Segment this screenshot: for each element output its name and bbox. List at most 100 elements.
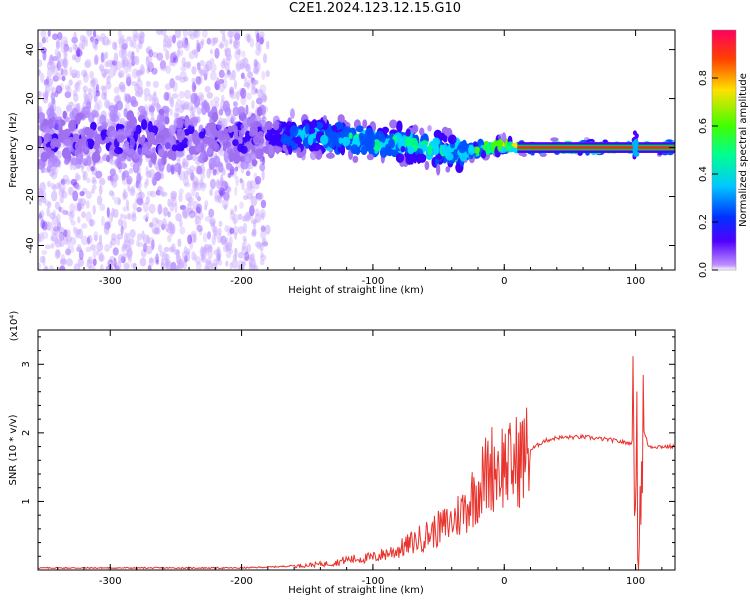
heatmap-noise-cell	[233, 231, 238, 240]
heatmap-cell	[222, 140, 232, 149]
heatmap-noise-cell	[44, 265, 49, 270]
heatmap-cell	[416, 153, 423, 162]
heatmap-noise-cell	[255, 48, 261, 56]
heatmap-noise-cell	[92, 30, 97, 38]
heatmap-cell	[74, 141, 83, 152]
heatmap-noise-cell	[237, 226, 245, 235]
heatmap-noise-cell	[72, 190, 79, 202]
heatmap-noise-cell	[222, 244, 229, 253]
heatmap-noise-cell	[100, 85, 106, 91]
heatmap-noise-cell	[164, 223, 170, 233]
heatmap-noise-cell	[206, 231, 212, 240]
heatmap-noise-cell	[146, 68, 150, 74]
heatmap-noise-cell	[38, 59, 43, 68]
heatmap-noise-cell	[45, 93, 49, 99]
heatmap-noise-cell	[169, 201, 175, 212]
heatmap-noise-cell	[155, 253, 159, 263]
heatmap-noise-cell	[202, 232, 208, 243]
heatmap-cell	[436, 163, 441, 176]
heatmap-cell	[132, 152, 140, 160]
heatmap-noise-cell	[51, 184, 57, 191]
heatmap-noise-cell	[232, 253, 238, 261]
heatmap-noise-cell	[259, 36, 264, 45]
heatmap-cell	[228, 150, 235, 163]
heatmap-cell	[404, 135, 412, 147]
heatmap-noise-cell	[113, 86, 120, 94]
heatmap-noise-cell	[229, 227, 235, 235]
heatmap-noise-cell	[178, 170, 186, 181]
heatmap-cell	[484, 143, 492, 155]
heatmap-noise-cell	[67, 186, 74, 196]
heatmap-noise-cell	[136, 71, 142, 77]
heatmap-noise-cell	[159, 250, 165, 258]
heatmap-noise-cell	[188, 200, 193, 207]
heatmap-noise-cell	[206, 37, 212, 45]
heatmap-noise-cell	[61, 75, 66, 82]
heatmap-noise-cell	[159, 61, 165, 70]
heatmap-cell	[153, 172, 162, 181]
heatmap-noise-cell	[251, 79, 259, 85]
heatmap-cell	[62, 110, 67, 119]
heatmap-cell	[86, 101, 92, 110]
heatmap-noise-cell	[209, 188, 214, 197]
heatmap-noise-cell	[218, 220, 223, 227]
heatmap-noise-cell	[89, 218, 94, 227]
heatmap-cell	[481, 149, 487, 159]
heatmap-noise-cell	[183, 61, 191, 68]
heatmap-noise-cell	[98, 252, 104, 262]
heatmap-noise-cell	[106, 207, 110, 218]
heatmap-noise-cell	[145, 80, 151, 87]
heatmap-noise-cell	[165, 261, 172, 270]
heatmap-noise-cell	[151, 239, 155, 251]
heatmap-noise-cell	[41, 36, 46, 44]
heatmap-noise-cell	[112, 247, 119, 256]
heatmap-cell	[381, 126, 389, 134]
heatmap-noise-cell	[127, 62, 132, 73]
heatmap-noise-cell	[188, 210, 196, 219]
heatmap-cell	[52, 118, 62, 131]
heatmap-noise-cell	[125, 199, 130, 210]
heatmap-noise-cell	[241, 241, 246, 251]
heatmap-noise-cell	[139, 257, 147, 267]
heatmap-noise-cell	[91, 39, 98, 49]
heatmap-noise-cell	[145, 170, 152, 178]
heatmap-noise-cell	[76, 246, 82, 252]
heatmap-noise-cell	[145, 166, 149, 175]
heatmap-noise-cell	[56, 60, 62, 72]
heatmap-noise-cell	[194, 212, 198, 218]
heatmap-noise-cell	[98, 184, 103, 196]
heatmap-noise-cell	[52, 225, 59, 232]
heatmap-cell	[447, 134, 457, 145]
heatmap-cell	[421, 144, 428, 152]
heatmap-noise-cell	[50, 233, 58, 242]
heatmap-noise-cell	[71, 72, 77, 79]
heatmap-noise-cell	[250, 179, 255, 189]
heatmap-noise-cell	[65, 248, 72, 256]
heatmap-noise-cell	[52, 209, 57, 217]
heatmap-cell	[445, 152, 454, 161]
heatmap-cell	[109, 168, 116, 177]
heatmap-noise-cell	[200, 38, 205, 46]
heatmap-cell	[171, 144, 178, 152]
heatmap-noise-cell	[144, 95, 149, 102]
heatmap-noise-cell	[251, 86, 257, 96]
heatmap-cell	[319, 134, 329, 145]
heatmap-noise-cell	[82, 72, 89, 83]
heatmap-cell	[218, 162, 224, 173]
heatmap-noise-cell	[81, 235, 88, 246]
heatmap-cell	[86, 128, 95, 139]
heatmap-noise-cell	[109, 212, 114, 224]
heatmap-noise-cell	[131, 81, 138, 87]
heatmap-noise-cell	[47, 30, 51, 38]
heatmap-noise-cell	[244, 188, 250, 195]
heatmap-cell	[388, 138, 395, 149]
heatmap-noise-cell	[199, 182, 207, 189]
heatmap-noise-cell	[100, 33, 106, 40]
heatmap-noise-cell	[136, 239, 140, 248]
heatmap-noise-cell	[223, 204, 228, 211]
heatmap-noise-cell	[63, 40, 69, 48]
heatmap-noise-cell	[40, 219, 46, 229]
heatmap-cell	[116, 128, 124, 136]
heatmap-noise-cell	[106, 75, 111, 84]
heatmap-noise-cell	[164, 257, 169, 269]
